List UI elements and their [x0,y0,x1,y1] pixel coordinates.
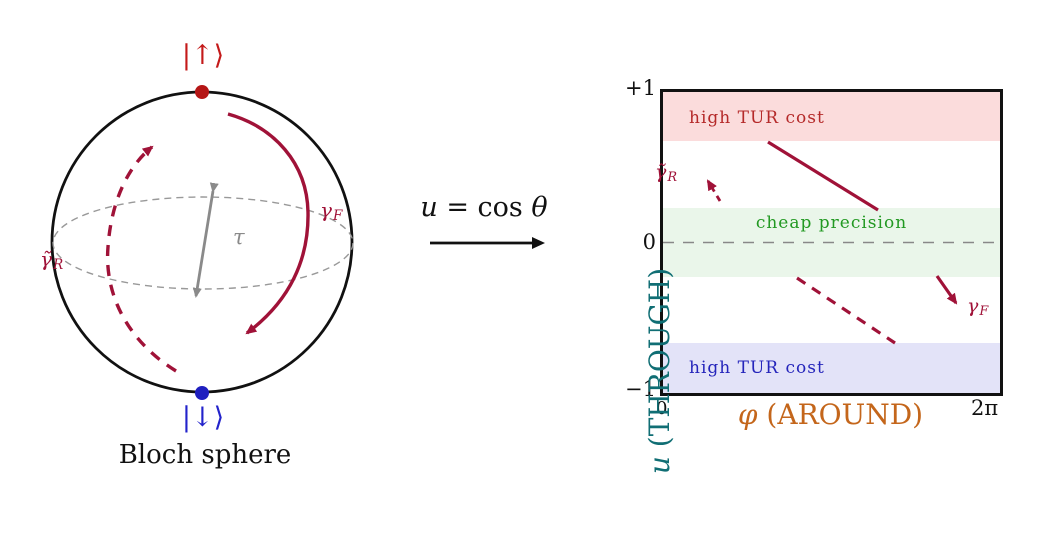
reverse-trajectory-curve [105,145,177,373]
x-tick-zero: 0 [656,398,668,419]
down-state-ket-label: |↓⟩ [181,402,225,433]
high-tur-cost-band-bottom: high TUR cost [663,343,1000,393]
tau-axis-arrow [192,182,219,298]
gamma-r-direction-arrow [706,179,722,202]
reverse-guide-segment [796,276,896,345]
forward-guide-segment [767,140,879,212]
y-tick-plus1: +1 [625,76,656,100]
y-tick-zero: 0 [642,230,656,254]
mapping-arrow [430,237,545,249]
north-pole-dot [195,85,209,99]
cheap-precision-label: cheap precision [755,213,908,233]
forward-trajectory-curve [227,112,310,335]
high-tur-cost-band-top: high TUR cost [663,92,1000,141]
bloch-sphere-graphic [50,85,354,400]
up-state-ket-label: |↑⟩ [181,40,225,71]
gamma-f-sphere-label: γF [320,198,343,225]
sphere-caption: Bloch sphere [118,440,292,470]
plot-overlay-graphic [663,140,1000,345]
phase-plot-frame: high TUR cost cheap precision high TUR c… [660,89,1003,396]
gamma-r-sphere-label: γ̃R [40,247,64,274]
south-pole-dot [195,386,209,400]
gamma-f-plot-label: γF [967,295,989,320]
y-tick-minus1: −1 [625,377,656,401]
x-axis-label: φ (AROUND) [737,398,924,431]
high-tur-cost-bottom-label: high TUR cost [689,358,825,378]
mapping-equation: u = cos θ [420,192,548,223]
tau-label: τ [233,225,245,249]
gamma-r-plot-label: γ̃R [655,161,678,186]
gamma-f-direction-arrow [935,275,958,305]
x-tick-2pi: 2π [971,396,999,420]
y-axis-label: u (THROUGH) [643,267,676,475]
high-tur-cost-top-label: high TUR cost [689,108,825,128]
